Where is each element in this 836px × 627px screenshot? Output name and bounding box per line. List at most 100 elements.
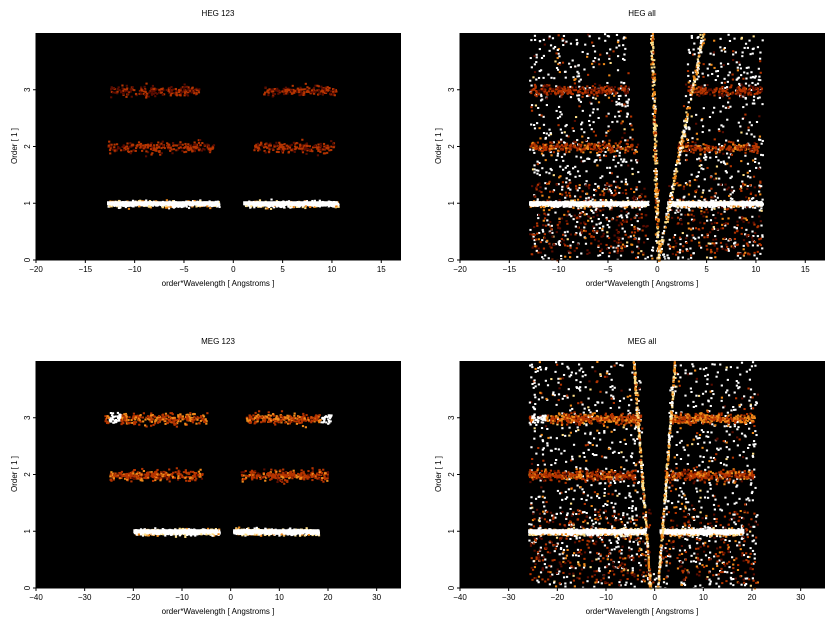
heatmap-cell bbox=[727, 33, 730, 36]
heatmap-cell bbox=[128, 145, 131, 148]
heatmap-cell bbox=[622, 204, 626, 207]
heatmap-cell bbox=[165, 204, 168, 207]
heatmap-cell bbox=[690, 213, 693, 216]
heatmap-cell bbox=[609, 48, 612, 51]
heatmap-cell bbox=[739, 257, 742, 260]
heatmap-cell bbox=[619, 109, 622, 112]
heatmap-cell bbox=[705, 244, 708, 247]
heatmap-cell bbox=[739, 204, 742, 207]
heatmap-cell bbox=[748, 253, 751, 256]
heatmap-cell bbox=[149, 148, 153, 151]
heatmap-cell bbox=[736, 230, 739, 233]
heatmap-cell bbox=[123, 90, 127, 93]
heatmap-cell bbox=[203, 144, 206, 147]
heatmap-cell bbox=[605, 52, 609, 55]
heatmap-cell bbox=[324, 204, 327, 207]
heatmap-cell bbox=[275, 150, 279, 153]
heatmap-cell bbox=[680, 206, 683, 209]
heatmap-cell bbox=[303, 146, 306, 149]
heatmap-cell bbox=[564, 125, 567, 128]
heatmap-cell bbox=[545, 104, 548, 107]
heatmap-cell bbox=[727, 248, 730, 251]
heatmap-cell bbox=[602, 205, 605, 208]
heatmap-cell bbox=[713, 195, 716, 198]
heatmap-cell bbox=[191, 91, 194, 94]
heatmap-cell bbox=[736, 204, 739, 207]
heatmap-cell bbox=[287, 200, 291, 203]
heatmap-cell bbox=[532, 235, 535, 238]
heatmap-cell bbox=[691, 227, 694, 230]
heatmap-cell bbox=[538, 174, 541, 177]
heatmap-cell bbox=[566, 214, 569, 217]
heatmap-cell bbox=[330, 140, 333, 143]
heatmap-cell bbox=[255, 145, 258, 148]
heatmap-cell bbox=[542, 219, 545, 222]
heatmap-cell bbox=[568, 213, 571, 216]
heatmap-cell bbox=[281, 150, 284, 153]
heatmap-cell bbox=[646, 224, 649, 227]
heatmap-cell bbox=[530, 145, 533, 148]
heatmap-cell bbox=[130, 145, 133, 148]
heatmap-cell bbox=[179, 88, 182, 91]
heatmap-cell bbox=[608, 139, 611, 142]
heatmap-cell bbox=[322, 87, 325, 90]
heatmap-cell bbox=[560, 113, 563, 116]
heatmap-cell bbox=[692, 215, 696, 218]
heatmap-cell bbox=[585, 147, 588, 150]
heatmap-cell bbox=[574, 146, 577, 149]
heatmap-cell bbox=[595, 210, 598, 213]
heatmap-cell bbox=[620, 214, 623, 217]
heatmap-cell bbox=[646, 237, 649, 240]
heatmap-cell bbox=[685, 248, 688, 251]
heatmap-cell bbox=[277, 92, 280, 95]
heatmap-cell bbox=[306, 147, 309, 150]
heatmap-cell bbox=[163, 93, 166, 96]
heatmap-cell bbox=[300, 93, 303, 96]
heatmap-cell bbox=[740, 37, 743, 40]
heatmap-cell bbox=[540, 95, 543, 98]
heatmap-cell bbox=[533, 151, 536, 154]
heatmap-cell bbox=[559, 128, 562, 131]
heatmap-cell bbox=[550, 205, 553, 208]
heatmap-cell bbox=[713, 39, 716, 42]
heatmap-cell bbox=[168, 148, 171, 151]
heatmap-cell bbox=[294, 90, 297, 93]
heatmap-cell bbox=[667, 257, 670, 260]
heatmap-cell bbox=[151, 145, 154, 148]
heatmap-cell bbox=[725, 171, 728, 174]
heatmap-cell bbox=[581, 121, 584, 124]
heatmap-cell bbox=[601, 227, 604, 230]
heatmap-cell bbox=[751, 102, 754, 105]
heatmap-cell bbox=[268, 146, 271, 149]
heatmap-cell bbox=[599, 159, 602, 162]
x-tick-label: 15 bbox=[377, 265, 386, 274]
heatmap-cell bbox=[613, 94, 616, 97]
heatmap-cell bbox=[717, 143, 721, 146]
heatmap-cell bbox=[277, 147, 280, 150]
heatmap-cell bbox=[564, 143, 567, 146]
heatmap-cell bbox=[719, 37, 722, 40]
heatmap-cell bbox=[553, 45, 557, 48]
heatmap-cell bbox=[301, 144, 304, 147]
heatmap-cell bbox=[750, 197, 754, 200]
heatmap-cell bbox=[564, 41, 567, 44]
heatmap-cell bbox=[154, 88, 157, 91]
heatmap-cell bbox=[687, 148, 691, 151]
heatmap-cell bbox=[535, 56, 538, 59]
heatmap-cell bbox=[755, 166, 758, 169]
heatmap-cell bbox=[744, 154, 747, 157]
heatmap-cell bbox=[696, 175, 700, 178]
heatmap-cell bbox=[108, 143, 112, 146]
heatmap-cell bbox=[113, 143, 116, 146]
heatmap-cell bbox=[596, 230, 599, 233]
heatmap-cell bbox=[672, 247, 676, 250]
heatmap-cell bbox=[723, 199, 726, 202]
heatmap-cell bbox=[619, 205, 622, 208]
heatmap-cell bbox=[597, 58, 600, 61]
heatmap-cell bbox=[546, 199, 549, 202]
heatmap-cell bbox=[723, 207, 726, 210]
heatmap-cell bbox=[602, 147, 606, 150]
heatmap-cell bbox=[579, 145, 582, 148]
heatmap-cell bbox=[537, 217, 540, 220]
heatmap-cell bbox=[644, 195, 647, 198]
